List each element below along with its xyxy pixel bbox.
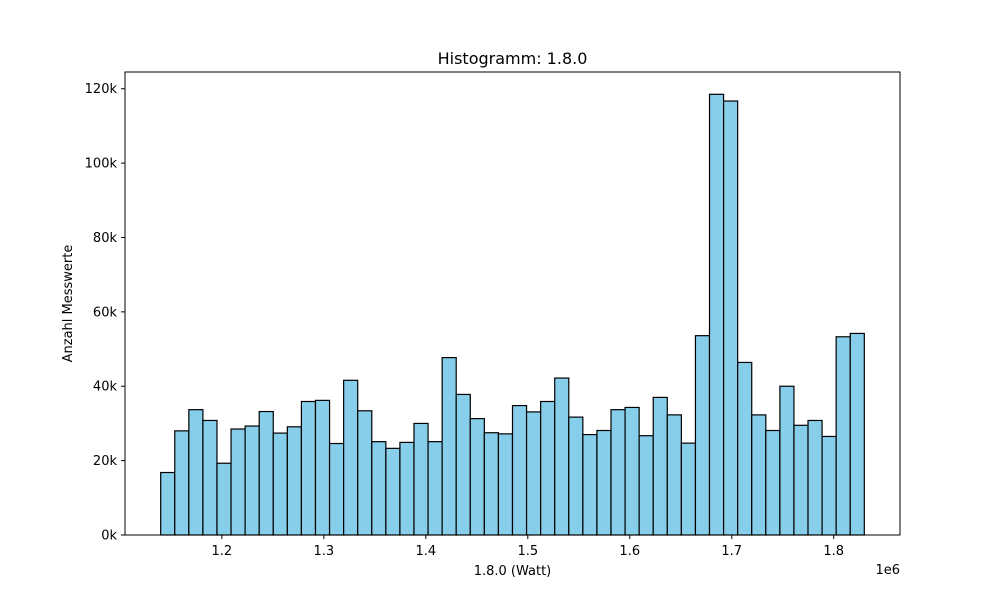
x-tick-label: 1.8	[823, 544, 844, 559]
histogram-bar	[497, 433, 514, 536]
histogram-bar	[568, 416, 584, 536]
x-tick-label: 1.6	[619, 544, 640, 559]
histogram-bar	[258, 410, 274, 536]
y-tick-label: 120k	[85, 82, 118, 97]
histogram-bar	[821, 435, 837, 536]
x-axis-ticks: 1.2 1.3 1.4 1.5 1.6 1.7 1.8	[212, 535, 844, 559]
histogram-bar	[596, 429, 612, 536]
y-axis-ticks: 0k 20k 40k 60k 80k 100k 120k	[85, 82, 125, 544]
y-tick-label: 20k	[93, 454, 118, 469]
histogram-bar	[413, 422, 429, 536]
x-tick-label: 1.7	[721, 544, 742, 559]
y-tick-label: 0k	[101, 529, 117, 544]
histogram-bar	[230, 428, 246, 536]
histogram-bar	[540, 400, 556, 536]
histogram-bar	[286, 426, 303, 536]
histogram-bar	[624, 406, 640, 536]
histogram-bar	[343, 379, 359, 536]
histogram-bar	[694, 335, 711, 536]
histogram-bar	[188, 409, 204, 536]
histogram-bar	[328, 442, 345, 536]
histogram-bar	[680, 442, 697, 536]
histogram-bar	[722, 100, 739, 536]
x-tick-label: 1.4	[415, 544, 436, 559]
histogram-bar	[216, 462, 232, 536]
histogram-bar	[160, 471, 176, 536]
histogram-bar	[300, 400, 317, 536]
histogram-bar	[357, 410, 373, 536]
x-axis-label: 1.8.0 (Watt)	[474, 564, 552, 579]
histogram-bar	[399, 441, 415, 536]
y-tick-label: 80k	[93, 231, 118, 246]
histogram-bar	[174, 430, 190, 536]
histogram-bar	[737, 361, 753, 536]
y-tick-label: 40k	[93, 380, 118, 395]
histogram-bar	[666, 414, 682, 536]
histogram-bar	[835, 336, 851, 536]
x-axis-offset-label: 1e6	[875, 563, 900, 578]
histogram-bar	[483, 432, 500, 536]
histogram-bar	[751, 414, 767, 536]
plot-area-frame	[124, 71, 901, 536]
histogram-bar	[202, 419, 218, 536]
histogram-bar	[807, 419, 823, 536]
histogram-bar	[793, 424, 809, 536]
x-tick-label: 1.5	[517, 544, 538, 559]
x-tick-label: 1.3	[314, 544, 335, 559]
histogram-bar	[779, 385, 795, 536]
histogram-bar	[582, 433, 598, 536]
x-tick-label: 1.2	[212, 544, 233, 559]
histogram-bar	[244, 425, 260, 536]
histogram-bar	[455, 393, 471, 536]
histogram-bar	[371, 441, 387, 536]
histogram-bar	[708, 93, 725, 536]
histogram-bar	[554, 377, 570, 536]
histogram-bar	[525, 411, 542, 536]
histogram-bar	[314, 399, 331, 536]
histogram-bar	[652, 396, 668, 536]
histogram-bar	[469, 418, 485, 536]
y-tick-label: 60k	[93, 305, 118, 320]
histogram-bar	[511, 404, 528, 536]
histogram-bar	[610, 409, 626, 536]
histogram-bar	[849, 332, 865, 536]
y-tick-label: 100k	[85, 157, 118, 172]
histogram-bar	[427, 441, 443, 536]
histogram-bar	[272, 432, 288, 536]
histogram-bar	[638, 435, 654, 536]
histogram-bar	[441, 357, 457, 536]
chart-title: Histogramm: 1.8.0	[438, 49, 588, 68]
histogram-bar	[765, 429, 781, 536]
y-axis-label: Anzahl Messwerte	[61, 245, 76, 363]
histogram-bar	[385, 447, 401, 536]
